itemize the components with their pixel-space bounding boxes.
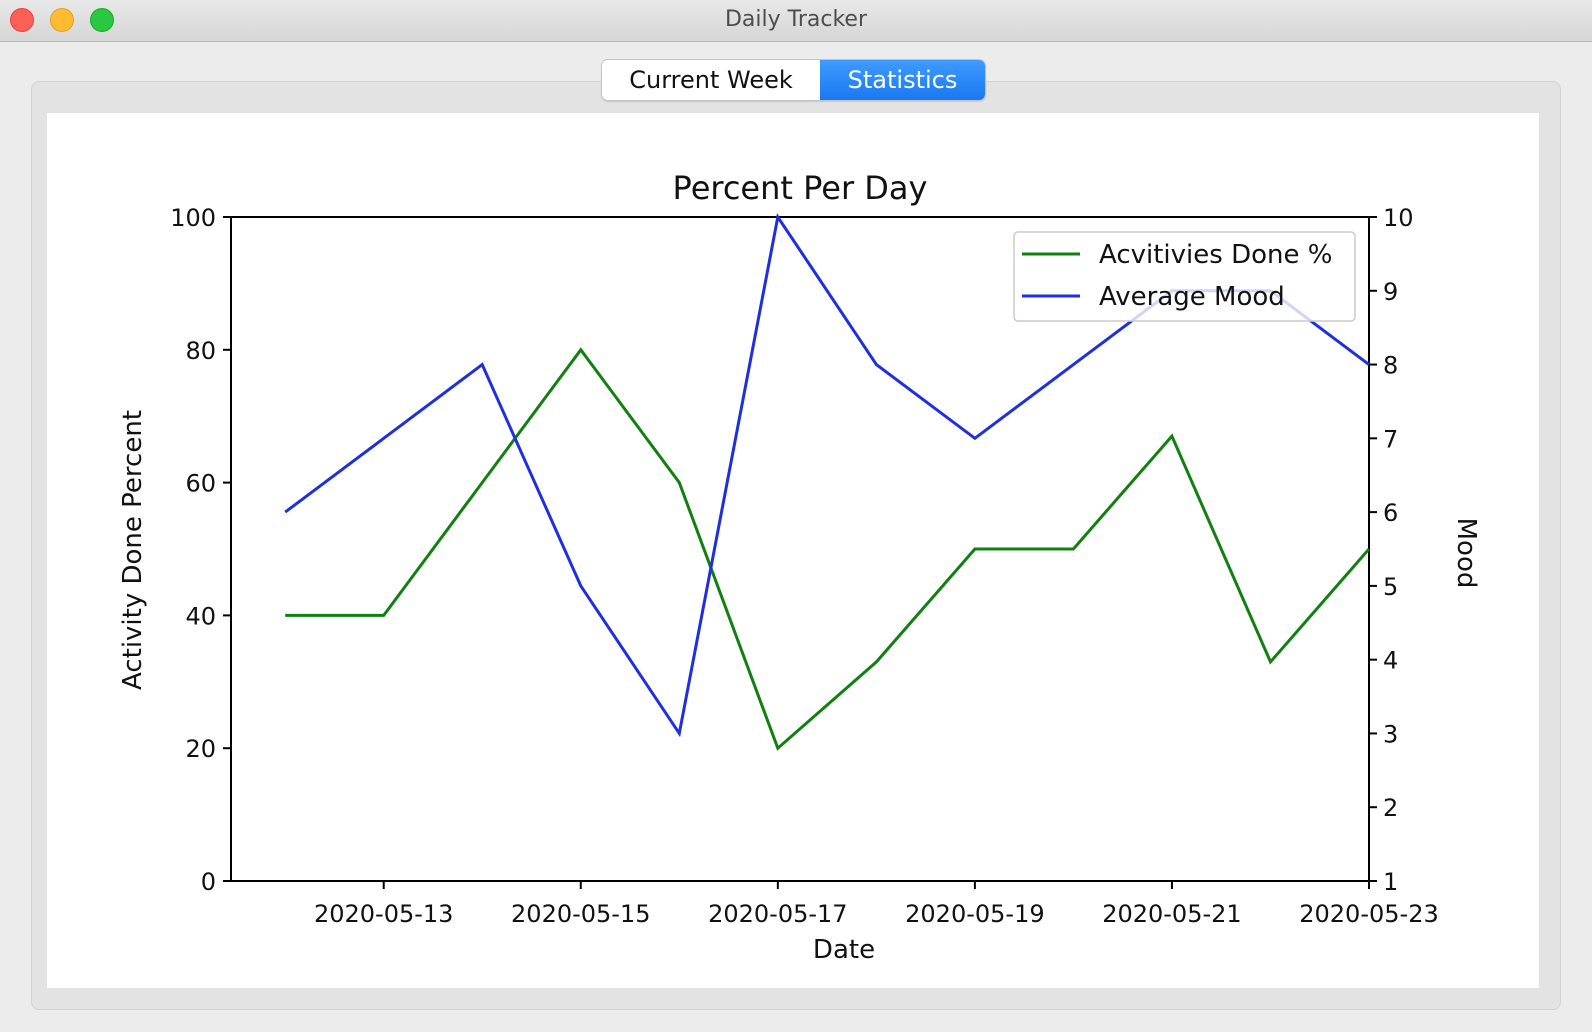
x-tick-label: 2020-05-23 xyxy=(1299,900,1438,928)
y-axis-label: Activity Done Percent xyxy=(118,410,148,690)
close-window-icon[interactable] xyxy=(10,8,34,32)
y2-tick-label: 1 xyxy=(1383,868,1398,896)
y2-tick-label: 7 xyxy=(1383,425,1398,453)
y2-tick-label: 6 xyxy=(1383,499,1398,527)
x-axis-label: Date xyxy=(813,935,875,965)
y-tick-label: 60 xyxy=(185,470,216,498)
y-tick-label: 100 xyxy=(170,204,216,232)
y2-tick-label: 5 xyxy=(1383,573,1398,601)
line-chart: Percent Per Day 0 20 40 60 80 100 1 2 3 4 5 6 7 8 9 10 2… xyxy=(118,169,1481,965)
y2-tick-label: 3 xyxy=(1383,720,1398,748)
tab-statistics[interactable]: Statistics xyxy=(820,60,985,100)
y-tick-label: 80 xyxy=(185,337,216,365)
window-title: Daily Tracker xyxy=(724,7,868,32)
legend-box xyxy=(1013,231,1356,322)
x-tick-label: 2020-05-17 xyxy=(708,900,847,928)
x-tick-label: 2020-05-13 xyxy=(314,900,453,928)
legend-entry: Acvitivies Done % xyxy=(1099,240,1332,270)
y2-tick-label: 4 xyxy=(1383,647,1398,675)
y2-tick-label: 2 xyxy=(1383,794,1398,822)
x-tick-label: 2020-05-15 xyxy=(511,900,650,928)
chart-canvas: Percent Per Day 0 20 40 60 80 100 1 2 3 4 5 6 7 8 9 10 2… xyxy=(47,113,1539,988)
y-tick-label: 20 xyxy=(185,735,216,763)
y2-axis-label: Mood xyxy=(1451,518,1481,589)
chart-title: Percent Per Day xyxy=(673,169,928,207)
y2-tick-label: 10 xyxy=(1383,204,1414,232)
x-tick-label: 2020-05-19 xyxy=(905,900,1044,928)
y-tick-label: 40 xyxy=(185,602,216,630)
y2-tick-label: 9 xyxy=(1383,278,1398,306)
series-line-activities xyxy=(285,347,1371,751)
tab-bar: Current Week Statistics xyxy=(601,59,986,101)
title-bar: Daily Tracker xyxy=(0,0,1592,42)
tab-current-week[interactable]: Current Week xyxy=(602,60,820,100)
x-tick-label: 2020-05-21 xyxy=(1102,900,1241,928)
y-tick-label: 0 xyxy=(201,868,216,896)
maximize-window-icon[interactable] xyxy=(90,8,114,32)
minimize-window-icon[interactable] xyxy=(50,8,74,32)
legend-entry: Average Mood xyxy=(1099,282,1285,312)
y2-tick-label: 8 xyxy=(1383,352,1398,380)
